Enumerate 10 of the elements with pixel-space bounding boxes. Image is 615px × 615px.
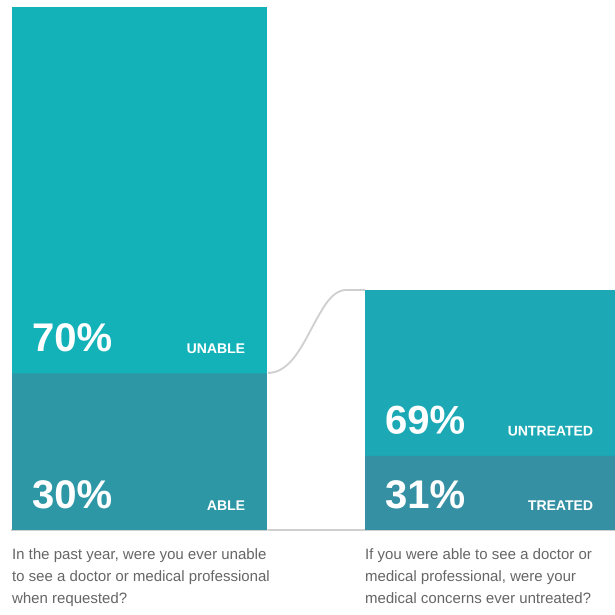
data-label: 69% bbox=[385, 398, 466, 443]
data-label: 70% bbox=[32, 316, 112, 360]
data-label: 30% bbox=[32, 473, 112, 517]
series-label: UNTREATED bbox=[508, 422, 593, 439]
series-label: UNABLE bbox=[186, 340, 245, 356]
x-axis-title: In the past year, were you ever unable to see a doctor or medical professional when requested? bbox=[12, 545, 271, 609]
data-label: 31% bbox=[385, 473, 466, 517]
series-label: TREATED bbox=[528, 497, 593, 513]
series-label: ABLE bbox=[206, 497, 245, 513]
x-axis-title: If you were able to see a doctor or medical professional, were your medical concerns ever untreated? bbox=[365, 545, 593, 609]
